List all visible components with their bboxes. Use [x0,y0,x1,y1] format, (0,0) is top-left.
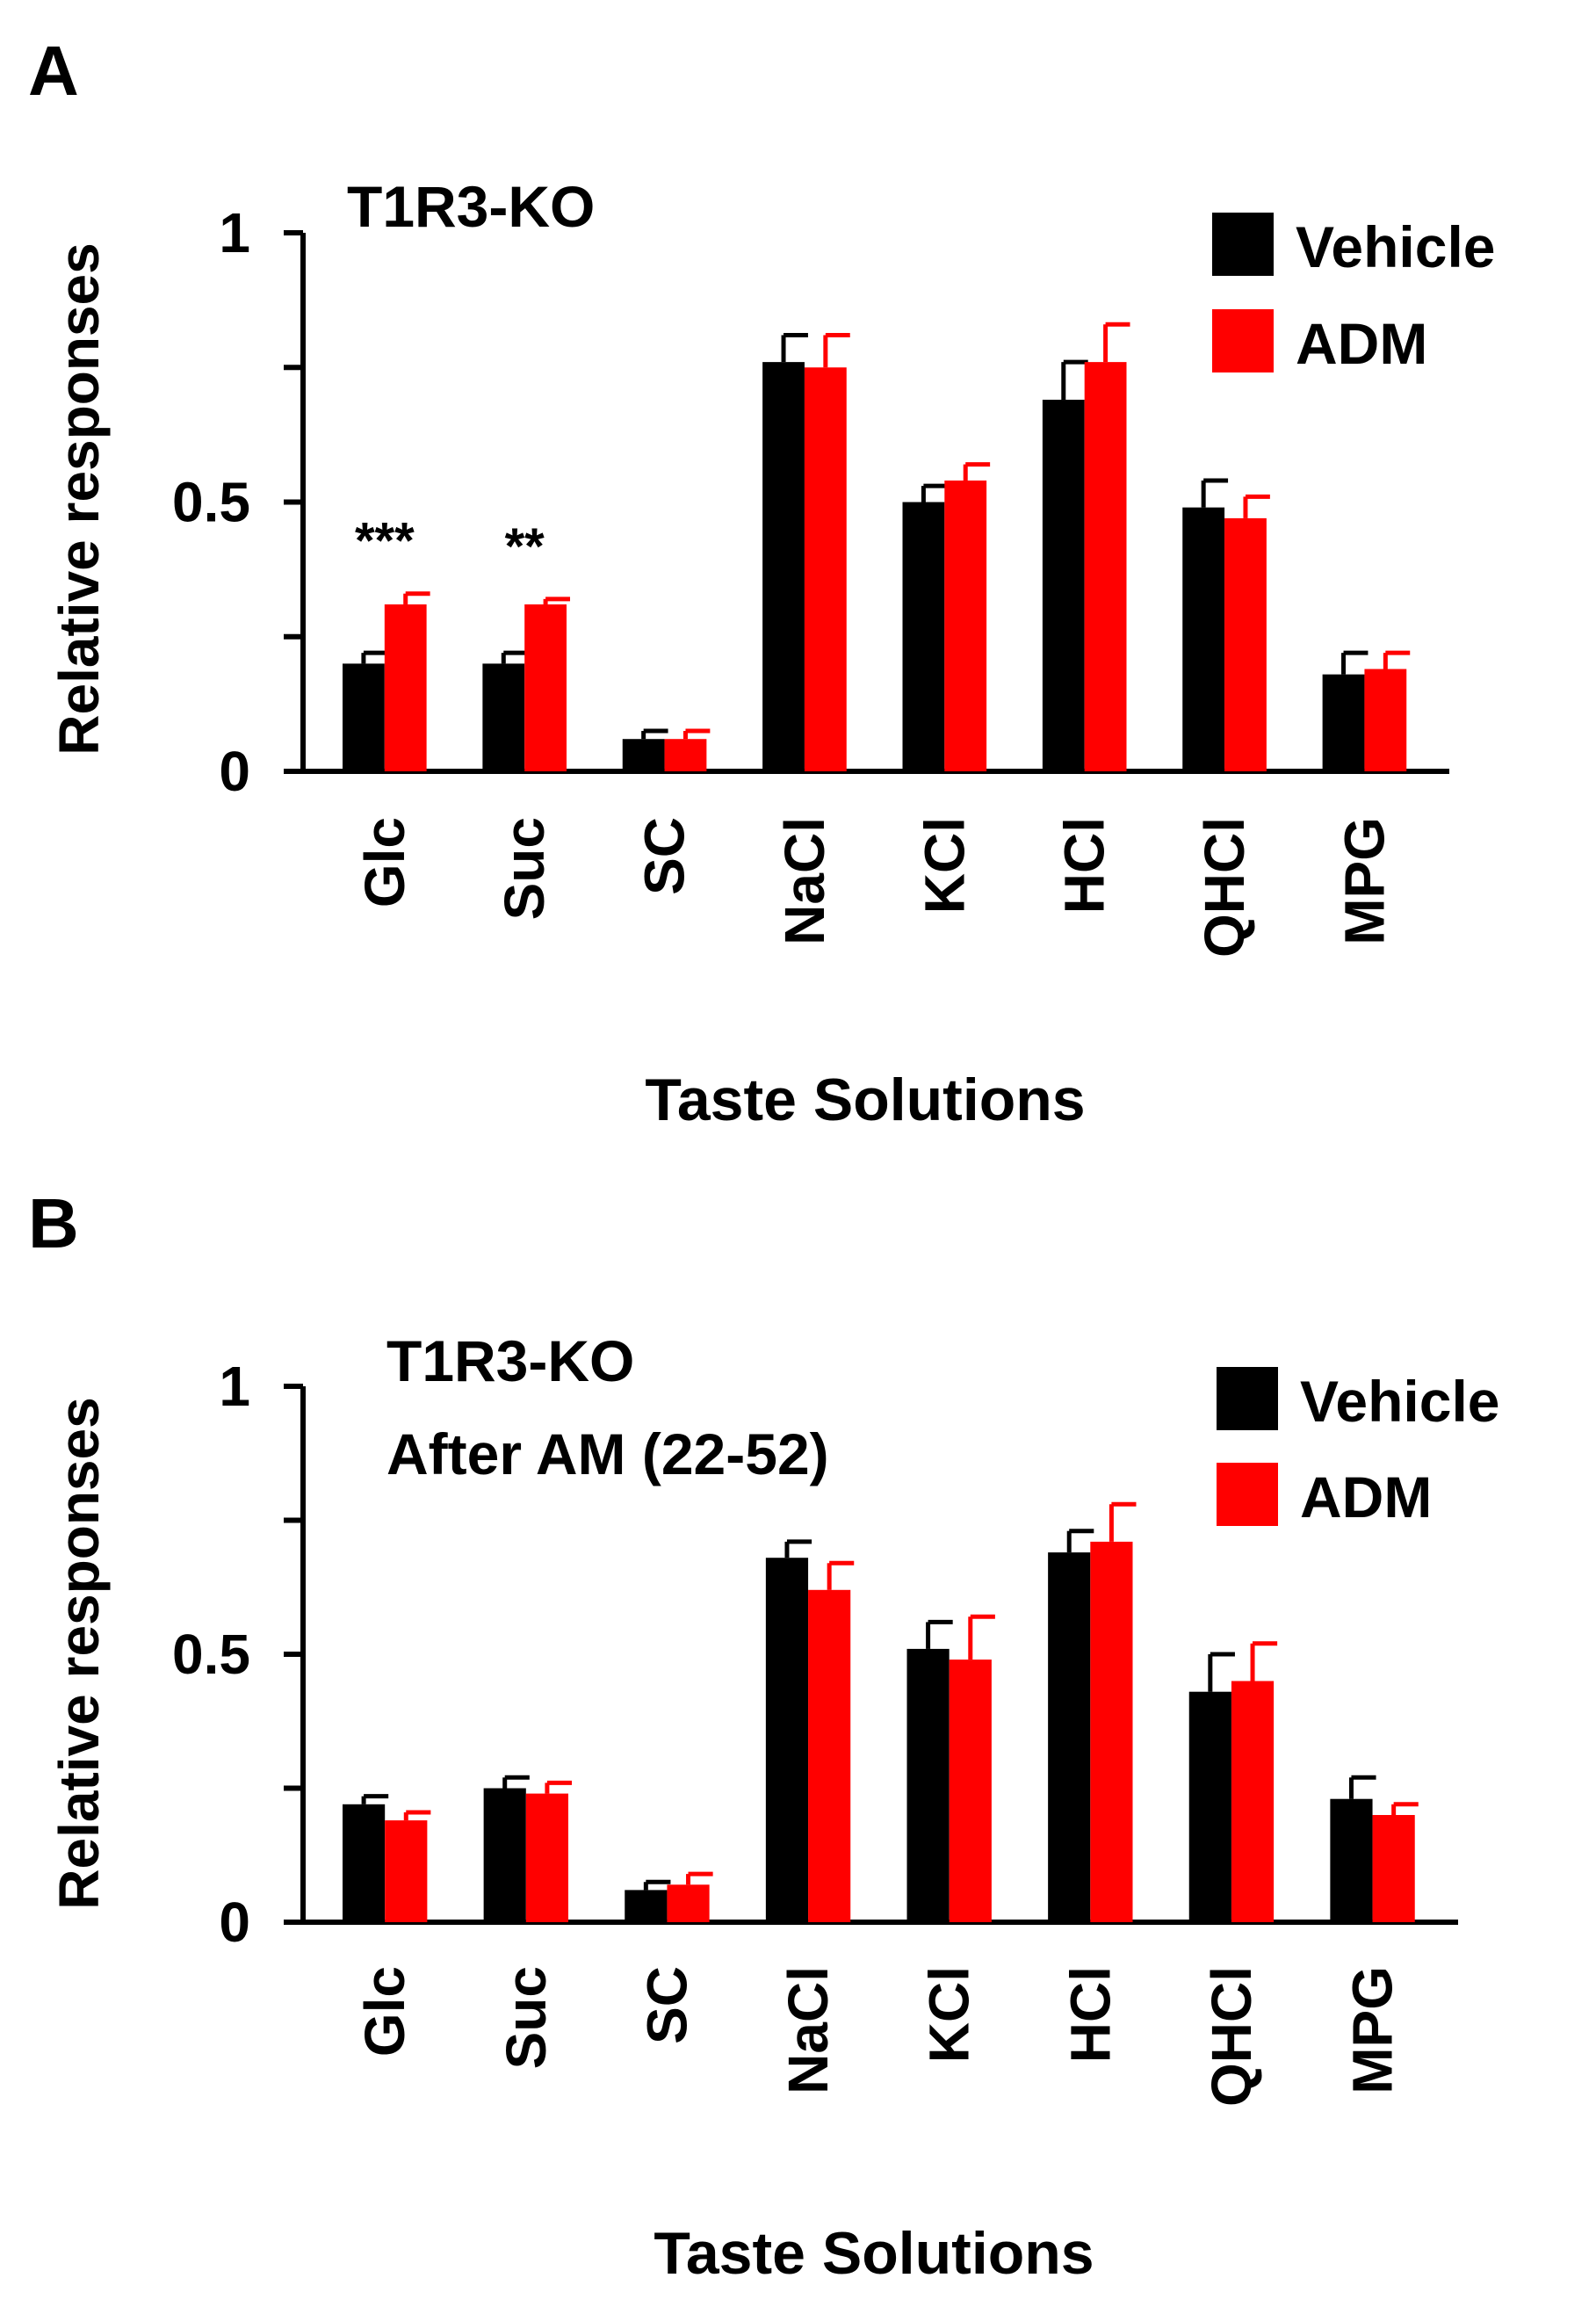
bar [1182,507,1225,771]
legend-swatch [1217,1463,1278,1526]
bar [482,663,525,771]
category-label: HCl [1058,1966,1122,2063]
significance-marker: ** [505,518,545,575]
bar [1048,1552,1091,1922]
bar [1042,400,1085,771]
y-tick-label: 0.5 [172,471,250,534]
panel-label: B [28,1184,79,1262]
x-axis-label: Taste Solutions [645,1067,1085,1133]
bar [1231,1681,1275,1922]
legend-swatch [1217,1367,1278,1430]
legend-label: ADM [1300,1464,1432,1529]
bar [622,739,665,771]
legend-swatch [1212,309,1274,372]
y-tick-label: 1 [219,201,250,264]
bar [524,604,567,771]
bar [525,1793,568,1922]
category-label: MPG [1332,817,1396,945]
bar [1090,1541,1133,1922]
category-label: KCl [918,1966,981,2063]
category-label: SC [635,1966,698,2044]
bar [483,1788,526,1922]
bar [1084,362,1127,771]
bar [1224,517,1267,771]
bar [944,480,987,771]
panel-label: A [28,32,79,110]
significance-marker: *** [355,513,415,570]
chart-title: T1R3-KO [347,174,595,239]
bar [343,1804,386,1922]
category-label: SC [633,817,697,895]
bar [664,739,707,771]
category-label: HCl [1053,817,1116,914]
category-label: QHCl [1193,817,1256,958]
bar [1188,1691,1231,1922]
y-tick-label: 0 [219,740,250,803]
chart-title: T1R3-KO [386,1328,634,1393]
legend-swatch [1212,213,1274,276]
bar [902,502,945,771]
category-label: QHCl [1200,1966,1263,2107]
x-axis-label: Taste Solutions [654,2220,1094,2287]
bar [384,604,427,771]
legend-label: ADM [1296,311,1427,376]
bar [625,1890,668,1922]
bar [906,1648,950,1922]
y-axis-label: Relative responses [47,242,111,755]
bar [804,367,847,771]
bar [1330,1798,1373,1922]
category-label: Glc [353,1966,416,2057]
bar [1364,669,1407,771]
category-label: Glc [353,817,416,908]
bar [949,1660,992,1922]
bar [808,1589,851,1922]
y-axis-label: Relative responses [47,1397,111,1909]
y-tick-label: 0 [219,1891,250,1954]
category-label: MPG [1341,1966,1405,2094]
y-tick-label: 1 [219,1355,250,1418]
legend-label: Vehicle [1296,214,1496,279]
bar [1372,1815,1415,1922]
category-label: NaCl [773,817,836,945]
bar [667,1884,710,1922]
bar [762,362,805,771]
legend-label: Vehicle [1300,1369,1500,1434]
category-label: Suc [495,1966,558,2069]
bar [765,1558,809,1922]
bar [343,663,385,771]
category-label: NaCl [776,1966,840,2094]
category-label: KCl [913,817,976,914]
bar [385,1820,428,1922]
y-tick-label: 0.5 [172,1623,250,1686]
category-label: Suc [493,817,556,920]
chart-subtitle: After AM (22-52) [386,1421,829,1486]
bar [1322,674,1365,771]
